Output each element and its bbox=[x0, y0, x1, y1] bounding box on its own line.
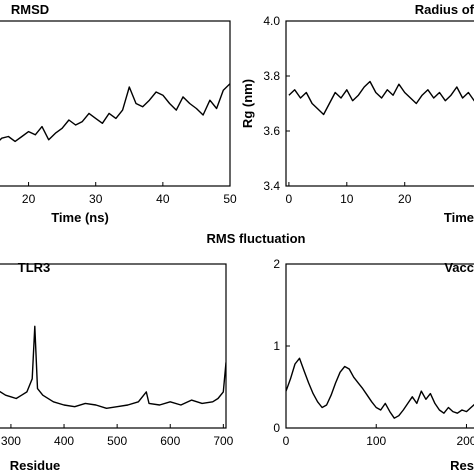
rmsf-tlr3-xlabel: Residue bbox=[10, 458, 61, 473]
rmsd-xtick-label: 20 bbox=[22, 192, 36, 206]
rmsd-series-line bbox=[0, 83, 230, 143]
rmsf-vacc-xtick-label: 200 bbox=[456, 434, 474, 448]
figure-title: RMS fluctuation bbox=[207, 231, 306, 246]
rmsd-xlabel: Time (ns) bbox=[51, 210, 109, 225]
rmsd-title: RMSD bbox=[11, 2, 49, 17]
rg-xtick-label: 10 bbox=[340, 192, 354, 206]
rg-series-line bbox=[288, 80, 474, 116]
rmsf-tlr3-xtick-label: 500 bbox=[107, 434, 127, 448]
rg-ytick-label: 3.4 bbox=[263, 179, 280, 193]
rg-xtick-label: 0 bbox=[286, 192, 293, 206]
rmsf-tlr3-title: TLR3 bbox=[18, 260, 51, 275]
rg-plot-frame bbox=[285, 20, 474, 187]
rmsf-tlr3-series-line bbox=[0, 325, 226, 409]
rmsd-plot-frame bbox=[0, 20, 231, 187]
rmsf-vacc-xlabel: Res bbox=[450, 458, 474, 473]
rmsf-vacc-ytick-label: 0 bbox=[273, 421, 280, 435]
rmsf-tlr3-xtick-label: 400 bbox=[54, 434, 74, 448]
rg-ytick-label: 4.0 bbox=[263, 14, 280, 28]
rmsf-vacc-plot-frame bbox=[285, 263, 474, 429]
rmsf-tlr3-plot-frame bbox=[0, 263, 227, 429]
rg-ylabel: Rg (nm) bbox=[240, 79, 255, 128]
rmsf-vacc-ytick-label: 2 bbox=[273, 257, 280, 271]
rmsf-tlr3-xtick-label: 600 bbox=[160, 434, 180, 448]
rg-ytick-label: 3.8 bbox=[263, 69, 280, 83]
rmsf-vacc-title: Vacc bbox=[444, 260, 474, 275]
rg-title: Radius of bbox=[415, 2, 474, 17]
rmsd-xtick-label: 40 bbox=[156, 192, 170, 206]
rmsf-vacc-xtick-label: 100 bbox=[366, 434, 386, 448]
rmsd-xtick-label: 50 bbox=[223, 192, 237, 206]
rmsf-tlr3-xtick-label: 700 bbox=[213, 434, 233, 448]
rg-xlabel: Time bbox=[444, 210, 474, 225]
rg-xtick-label: 20 bbox=[398, 192, 412, 206]
rmsf-vacc-ytick-label: 1 bbox=[273, 339, 280, 353]
rg-ytick-label: 3.6 bbox=[263, 124, 280, 138]
rmsf-vacc-xtick-label: 0 bbox=[283, 434, 290, 448]
rmsf-vacc-series-line bbox=[286, 357, 474, 419]
rmsd-xtick-label: 30 bbox=[89, 192, 103, 206]
rmsf-tlr3-xtick-label: 300 bbox=[1, 434, 21, 448]
